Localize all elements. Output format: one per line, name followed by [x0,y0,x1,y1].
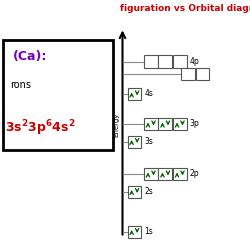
Text: 3p: 3p [190,120,200,128]
Text: rons: rons [10,80,31,90]
Text: Energy: Energy [113,113,119,137]
Bar [144,118,158,130]
Bar [158,118,172,130]
Bar [128,186,141,198]
Bar [173,118,186,130]
Text: 1s: 1s [144,227,153,236]
Text: (Ca):: (Ca): [12,50,47,63]
Bar [158,168,172,180]
Text: $\mathbf{3s^23p^64s^2}$: $\mathbf{3s^23p^64s^2}$ [5,118,76,138]
Bar [196,68,209,80]
Bar [2,40,112,150]
Text: 4s: 4s [144,90,153,98]
Bar [144,168,158,180]
Text: 4p: 4p [190,57,200,66]
Bar [173,168,186,180]
Bar [181,68,195,80]
Text: 3s: 3s [144,137,153,146]
Text: 2s: 2s [144,187,153,196]
Bar [128,88,141,100]
Bar [173,56,186,68]
Bar [128,136,141,147]
Text: 2p: 2p [190,170,199,178]
Bar [144,56,158,68]
Bar [128,226,141,237]
Text: figuration vs Orbital diagram: figuration vs Orbital diagram [120,4,250,13]
Bar [158,56,172,68]
